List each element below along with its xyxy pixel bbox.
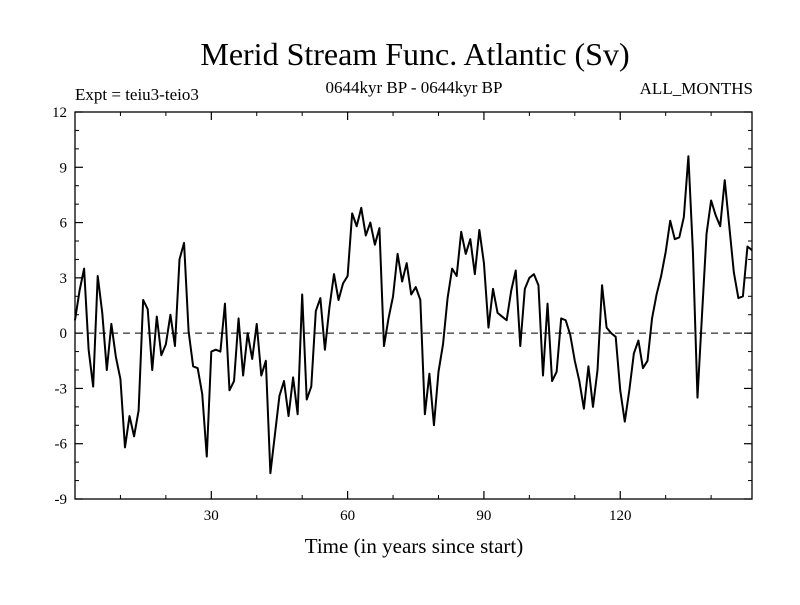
y-tick-label: 6 [60,216,68,232]
y-tick-label: 0 [60,326,68,342]
y-tick-label: -6 [55,437,68,453]
chart-title: Merid Stream Func. Atlantic (Sv) [200,36,629,72]
series-line [74,155,753,475]
x-tick-label: 90 [476,508,491,524]
plot-layer: -9 -6 -3 0 3 6 9 12 30 60 90 120 [52,105,753,524]
chart-subtitle-center: 0644kyr BP - 0644kyr BP [326,78,503,97]
y-tick-label: 12 [52,105,67,121]
y-tick-label: 3 [60,271,68,287]
x-tick-label: 60 [340,508,355,524]
chart-subtitle-left: Expt = teiu3-teio3 [75,85,199,104]
chart-subtitle-right: ALL_MONTHS [640,79,753,98]
y-tick-label: -9 [55,492,68,508]
x-tick-label: 120 [609,508,632,524]
x-tick-label: 30 [204,508,219,524]
plot-frame [74,111,753,500]
x-axis-label: Time (in years since start) [305,534,524,558]
y-tick-label: 9 [60,160,68,176]
y-tick-label: -3 [55,381,68,397]
